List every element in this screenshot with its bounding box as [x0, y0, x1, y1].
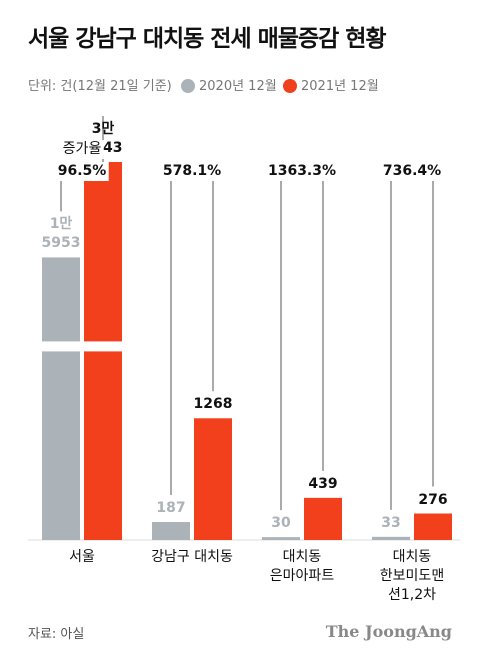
legend-swatch: [181, 79, 195, 93]
value-label: 439: [308, 475, 338, 492]
source: 자료: 아실: [28, 627, 85, 642]
growth-bracket: [280, 179, 324, 511]
bar: [194, 418, 232, 540]
axis-break: [38, 341, 126, 352]
subtitle: 단위: 건(12월 21일 기준): [28, 79, 172, 94]
legend-label: 2021년 12월: [301, 79, 379, 94]
x-tick-label: 강남구 대치동: [151, 549, 233, 565]
bar: [304, 497, 342, 540]
legend-swatch: [283, 79, 297, 93]
x-tick-label: 대치동 한보미도맨션1,2차: [379, 549, 445, 603]
bar: [42, 257, 80, 540]
value-label: 187: [156, 500, 186, 517]
growth-name: 증가율: [60, 140, 104, 159]
value-label: 1만 5953: [41, 216, 81, 252]
growth-bracket: [390, 179, 434, 510]
value-label: 30: [271, 515, 291, 532]
value-label: 1268: [193, 396, 233, 413]
brand: The JoongAng: [325, 622, 452, 641]
growth-label: 1363.3%: [265, 162, 339, 181]
x-tick-label: 서울: [69, 549, 95, 565]
legend-label: 2020년 12월: [199, 79, 277, 94]
chart-title: 서울 강남구 대치동 전세 매물증감 현황: [28, 26, 387, 52]
growth-label: 736.4%: [380, 162, 444, 181]
bar: [372, 536, 410, 540]
bar: [262, 537, 300, 540]
value-label: 276: [418, 491, 448, 508]
value-label: 33: [381, 514, 401, 531]
x-tick-label: 대치동 은마아파트: [269, 549, 335, 584]
growth-label: 578.1%: [160, 162, 224, 181]
growth-label: 96.5%: [55, 162, 109, 181]
bar: [152, 522, 190, 540]
bar: [414, 513, 452, 540]
